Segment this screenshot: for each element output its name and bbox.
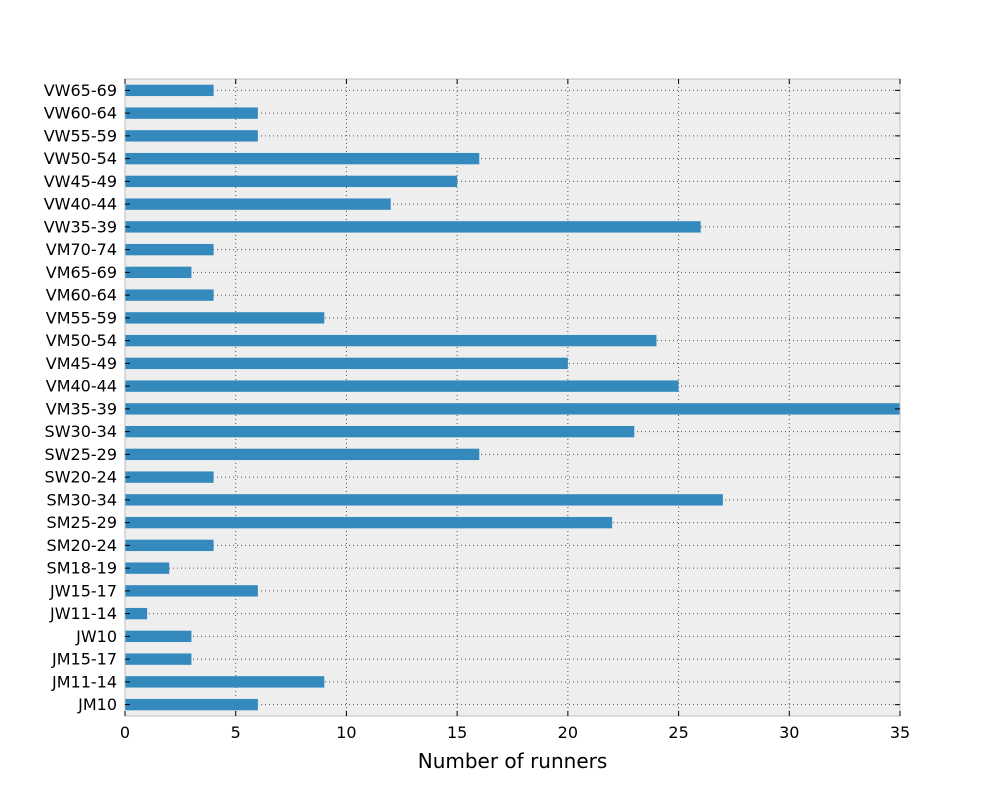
- x-tick-label: 35: [890, 723, 910, 742]
- bar-jm15-17: [125, 653, 192, 665]
- plot-area: [125, 79, 900, 716]
- x-tick-label: 5: [231, 723, 241, 742]
- bar-jm10: [125, 698, 258, 711]
- y-tick-label: SM18-19: [47, 559, 117, 578]
- bar-vm55-59: [125, 312, 325, 324]
- bar-vw65-69: [125, 84, 214, 97]
- y-tick-label: VM45-49: [46, 354, 117, 373]
- x-axis: 0 5 10 15 20 25 30 35: [120, 79, 910, 742]
- bar-vm50-54: [125, 334, 657, 347]
- bar-vm70-74: [125, 243, 214, 256]
- x-tick-label: 10: [336, 723, 356, 742]
- y-tick-label: VW60-64: [44, 104, 117, 123]
- x-tick-label: 20: [558, 723, 578, 742]
- bar-vw60-64: [125, 107, 258, 119]
- y-tick-label: JW15-17: [49, 581, 117, 600]
- x-tick-label: 0: [120, 723, 130, 742]
- bar-vw50-54: [125, 152, 480, 165]
- y-tick-label: VW35-39: [44, 217, 117, 236]
- bar-jw15-17: [125, 585, 258, 597]
- y-tick-label: SM25-29: [47, 513, 117, 532]
- y-tick-label: JM10: [77, 695, 117, 714]
- y-tick-label: SW30-34: [45, 422, 117, 441]
- y-tick-label: VM40-44: [46, 377, 117, 396]
- bar-sw30-34: [125, 425, 635, 438]
- bar-sm18-19: [125, 562, 170, 574]
- bar-vw55-59: [125, 130, 258, 142]
- bar-vm35-39: [125, 403, 900, 415]
- bar-sw20-24: [125, 471, 214, 483]
- y-tick-label: VM60-64: [46, 286, 117, 305]
- x-tick-label: 25: [668, 723, 688, 742]
- bar-jm11-14: [125, 676, 325, 688]
- bar-sw25-29: [125, 448, 480, 461]
- bars: [125, 84, 900, 711]
- bar-sm20-24: [125, 539, 214, 552]
- y-tick-label: VM50-54: [46, 331, 117, 350]
- y-tick-label: VW45-49: [44, 172, 117, 191]
- y-tick-label: JW10: [75, 627, 117, 646]
- y-tick-label: VW55-59: [44, 126, 117, 145]
- plot-frame: [124, 78, 901, 717]
- y-tick-label: VM70-74: [46, 240, 117, 259]
- bar-vw35-39: [125, 221, 701, 233]
- y-tick-label: VW40-44: [44, 195, 117, 214]
- bar-sm25-29: [125, 516, 613, 529]
- y-tick-label: VM55-59: [46, 308, 117, 327]
- y-tick-label: SM30-34: [47, 490, 117, 509]
- y-tick-label: VM65-69: [46, 263, 117, 282]
- bar-jw10: [125, 630, 192, 643]
- y-tick-label: SW25-29: [45, 445, 117, 464]
- y-tick-label: JM11-14: [51, 672, 117, 691]
- y-tick-label: SM20-24: [47, 536, 117, 555]
- x-tick-label: 15: [447, 723, 467, 742]
- bar-sm30-34: [125, 494, 723, 506]
- y-tick-label: JM15-17: [51, 650, 117, 669]
- y-tick-label: SW20-24: [45, 468, 117, 487]
- y-tick-label: VW65-69: [44, 81, 117, 100]
- bar-vw40-44: [125, 198, 391, 210]
- bar-vm40-44: [125, 380, 679, 392]
- bar-jw11-14: [125, 607, 148, 620]
- bar-vm60-64: [125, 289, 214, 301]
- bar-vm45-49: [125, 357, 568, 370]
- x-tick-label: 30: [779, 723, 799, 742]
- y-tick-label: JW11-14: [49, 604, 117, 623]
- bar-vm65-69: [125, 266, 192, 279]
- x-axis-label: Number of runners: [418, 749, 608, 773]
- bar-vw45-49: [125, 175, 458, 188]
- y-tick-label: VM35-39: [46, 399, 117, 418]
- y-tick-label: VW50-54: [44, 149, 117, 168]
- y-axis: JM10 JM11-14 JM15-17 JW10 JW11-14 JW15-17 SM18…: [44, 81, 900, 714]
